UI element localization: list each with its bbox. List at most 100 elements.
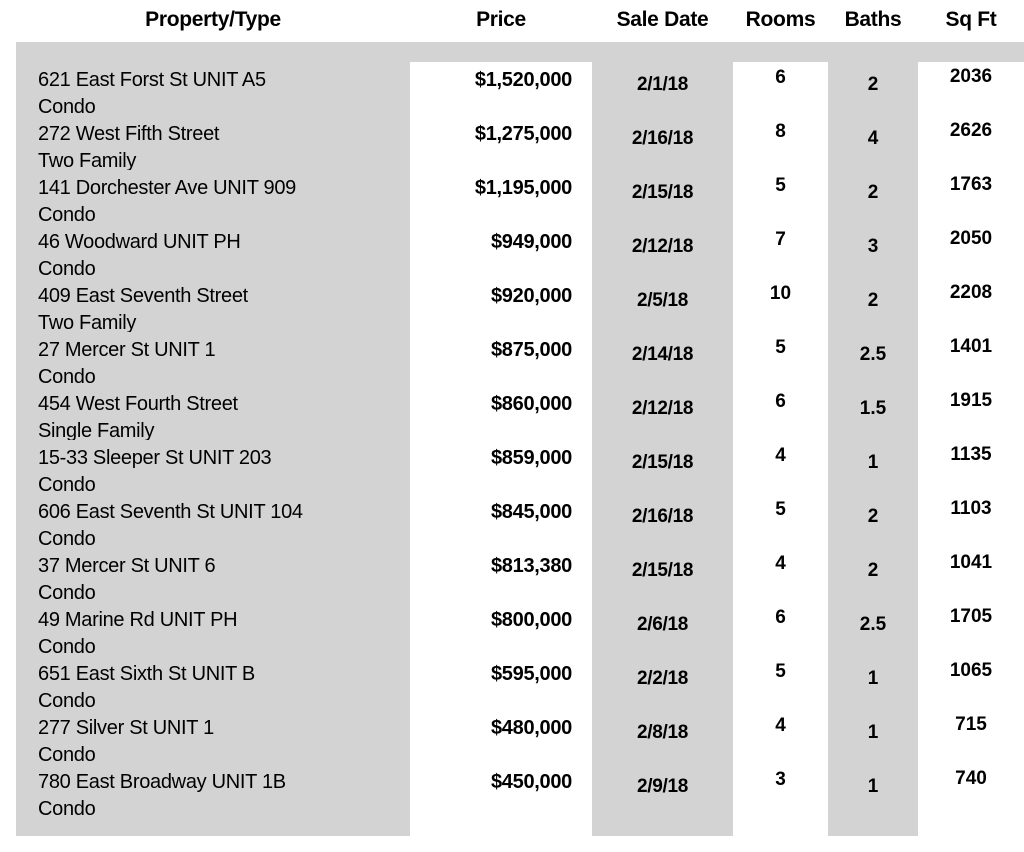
sale-date-cell: 2/8/18 — [592, 710, 733, 764]
baths-cell: 4 — [828, 116, 918, 170]
rooms-cell: 3 — [733, 764, 828, 818]
property-address: 606 East Seventh St UNIT 104 — [38, 501, 303, 523]
rooms-cell: 5 — [733, 170, 828, 224]
home-sales-table: Property/Type Price Sale Date Rooms Bath… — [16, 0, 1024, 836]
sqft-cell: 1065 — [918, 656, 1024, 710]
sqft-cell: 1915 — [918, 386, 1024, 440]
price-cell: $595,000 — [410, 656, 592, 710]
property-type: Single Family — [38, 420, 155, 440]
sqft-cell: 1705 — [918, 602, 1024, 656]
property-cell: 780 East Broadway UNIT 1B Condo — [16, 764, 410, 818]
sale-date-cell: 2/16/18 — [592, 494, 733, 548]
property-address: 37 Mercer St UNIT 6 — [38, 555, 216, 577]
sale-date-cell: 2/15/18 — [592, 548, 733, 602]
table-row: 454 West Fourth Street Single Family $86… — [16, 386, 1024, 440]
sqft-cell: 2626 — [918, 116, 1024, 170]
property-type: Condo — [38, 474, 96, 494]
table-top-strip — [16, 42, 1024, 62]
column-header-rooms: Rooms — [745, 8, 816, 31]
column-header-property-type: Property/Type — [145, 8, 281, 31]
column-header-baths: Baths — [844, 8, 902, 31]
sqft-cell: 2050 — [918, 224, 1024, 278]
bottom-strip-baths-band — [828, 818, 918, 836]
property-cell: 277 Silver St UNIT 1 Condo — [16, 710, 410, 764]
bottom-strip-property-band — [16, 818, 410, 836]
table-row: 141 Dorchester Ave UNIT 909 Condo $1,195… — [16, 170, 1024, 224]
property-type: Condo — [38, 690, 96, 710]
bottom-strip-sale-date-band — [592, 818, 733, 836]
table-row: 49 Marine Rd UNIT PH Condo $800,000 2/6/… — [16, 602, 1024, 656]
property-address: 454 West Fourth Street — [38, 393, 238, 415]
property-type: Two Family — [38, 312, 137, 332]
table-row: 27 Mercer St UNIT 1 Condo $875,000 2/14/… — [16, 332, 1024, 386]
baths-cell: 2 — [828, 494, 918, 548]
baths-cell: 1 — [828, 440, 918, 494]
property-cell: 141 Dorchester Ave UNIT 909 Condo — [16, 170, 410, 224]
property-address: 46 Woodward UNIT PH — [38, 231, 241, 253]
price-cell: $875,000 — [410, 332, 592, 386]
baths-cell: 2 — [828, 170, 918, 224]
price-cell: $813,380 — [410, 548, 592, 602]
table-row: 277 Silver St UNIT 1 Condo $480,000 2/8/… — [16, 710, 1024, 764]
property-address: 49 Marine Rd UNIT PH — [38, 609, 238, 631]
property-address: 277 Silver St UNIT 1 — [38, 717, 214, 739]
sqft-cell: 1041 — [918, 548, 1024, 602]
property-cell: 27 Mercer St UNIT 1 Condo — [16, 332, 410, 386]
sqft-cell: 1763 — [918, 170, 1024, 224]
property-type: Condo — [38, 96, 96, 116]
property-cell: 15-33 Sleeper St UNIT 203 Condo — [16, 440, 410, 494]
rooms-cell: 6 — [733, 62, 828, 116]
table-row: 272 West Fifth Street Two Family $1,275,… — [16, 116, 1024, 170]
property-cell: 272 West Fifth Street Two Family — [16, 116, 410, 170]
table-row: 651 East Sixth St UNIT B Condo $595,000 … — [16, 656, 1024, 710]
table-row: 15-33 Sleeper St UNIT 203 Condo $859,000… — [16, 440, 1024, 494]
table-row: 46 Woodward UNIT PH Condo $949,000 2/12/… — [16, 224, 1024, 278]
price-cell: $1,520,000 — [410, 62, 592, 116]
baths-cell: 3 — [828, 224, 918, 278]
property-cell: 651 East Sixth St UNIT B Condo — [16, 656, 410, 710]
property-type: Condo — [38, 798, 96, 818]
baths-cell: 2.5 — [828, 602, 918, 656]
sale-date-cell: 2/16/18 — [592, 116, 733, 170]
rooms-cell: 6 — [733, 386, 828, 440]
property-cell: 49 Marine Rd UNIT PH Condo — [16, 602, 410, 656]
rooms-cell: 4 — [733, 440, 828, 494]
property-cell: 606 East Seventh St UNIT 104 Condo — [16, 494, 410, 548]
property-address: 272 West Fifth Street — [38, 123, 220, 145]
price-cell: $1,275,000 — [410, 116, 592, 170]
property-type: Condo — [38, 366, 96, 386]
sale-date-cell: 2/2/18 — [592, 656, 733, 710]
price-cell: $480,000 — [410, 710, 592, 764]
property-address: 780 East Broadway UNIT 1B — [38, 771, 286, 793]
property-address: 409 East Seventh Street — [38, 285, 248, 307]
price-cell: $450,000 — [410, 764, 592, 818]
table-body-rows: 621 East Forst St UNIT A5 Condo $1,520,0… — [16, 62, 1024, 818]
property-cell: 37 Mercer St UNIT 6 Condo — [16, 548, 410, 602]
property-type: Condo — [38, 258, 96, 278]
table-row: 621 East Forst St UNIT A5 Condo $1,520,0… — [16, 62, 1024, 116]
rooms-cell: 6 — [733, 602, 828, 656]
price-cell: $859,000 — [410, 440, 592, 494]
baths-cell: 1.5 — [828, 386, 918, 440]
property-cell: 46 Woodward UNIT PH Condo — [16, 224, 410, 278]
table-row: 780 East Broadway UNIT 1B Condo $450,000… — [16, 764, 1024, 818]
sqft-cell: 1103 — [918, 494, 1024, 548]
bottom-strip-sqft-band — [918, 818, 1024, 836]
property-cell: 409 East Seventh Street Two Family — [16, 278, 410, 332]
sale-date-cell: 2/14/18 — [592, 332, 733, 386]
sqft-cell: 715 — [918, 710, 1024, 764]
sqft-cell: 740 — [918, 764, 1024, 818]
column-header-sqft: Sq Ft — [945, 8, 997, 31]
rooms-cell: 4 — [733, 710, 828, 764]
column-header-sale-date: Sale Date — [616, 8, 709, 31]
property-address: 621 East Forst St UNIT A5 — [38, 69, 266, 91]
property-cell: 621 East Forst St UNIT A5 Condo — [16, 62, 410, 116]
rooms-cell: 5 — [733, 494, 828, 548]
property-address: 15-33 Sleeper St UNIT 203 — [38, 447, 272, 469]
baths-cell: 2.5 — [828, 332, 918, 386]
sqft-cell: 1401 — [918, 332, 1024, 386]
sale-date-cell: 2/6/18 — [592, 602, 733, 656]
sqft-cell: 2208 — [918, 278, 1024, 332]
price-cell: $860,000 — [410, 386, 592, 440]
